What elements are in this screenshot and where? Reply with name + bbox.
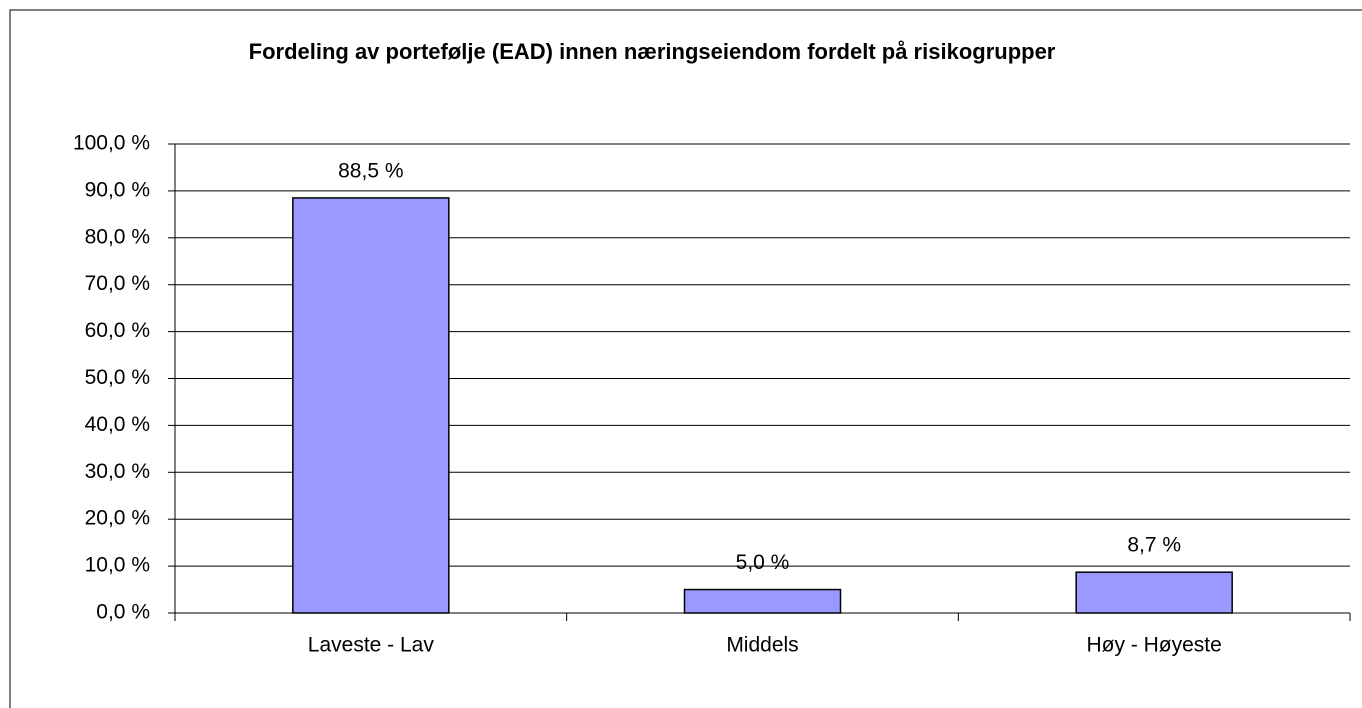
bar [292, 197, 450, 614]
x-tick-label: Middels [726, 634, 798, 657]
value-label: 88,5 % [338, 159, 403, 182]
y-tick-label: 90,0 % [85, 178, 150, 201]
y-tick-label: 70,0 % [85, 272, 150, 295]
bar [683, 588, 842, 614]
value-label: 5,0 % [736, 551, 790, 574]
value-label: 8,7 % [1127, 534, 1181, 557]
y-tick-label: 50,0 % [85, 366, 150, 389]
y-tick-label: 20,0 % [85, 507, 150, 530]
y-tick-label: 0,0 % [96, 601, 150, 624]
y-tick-label: 30,0 % [85, 460, 150, 483]
chart-title: Fordeling av portefølje (EAD) innen næri… [249, 39, 1056, 64]
x-tick-label: Høy - Høyeste [1086, 634, 1221, 657]
y-tick-label: 100,0 % [73, 132, 150, 155]
y-tick-label: 60,0 % [85, 319, 150, 342]
x-tick-label: Laveste - Lav [308, 634, 435, 657]
y-tick-label: 80,0 % [85, 225, 150, 248]
bar [1075, 571, 1233, 614]
y-tick-label: 10,0 % [85, 554, 150, 577]
y-tick-label: 40,0 % [85, 413, 150, 436]
